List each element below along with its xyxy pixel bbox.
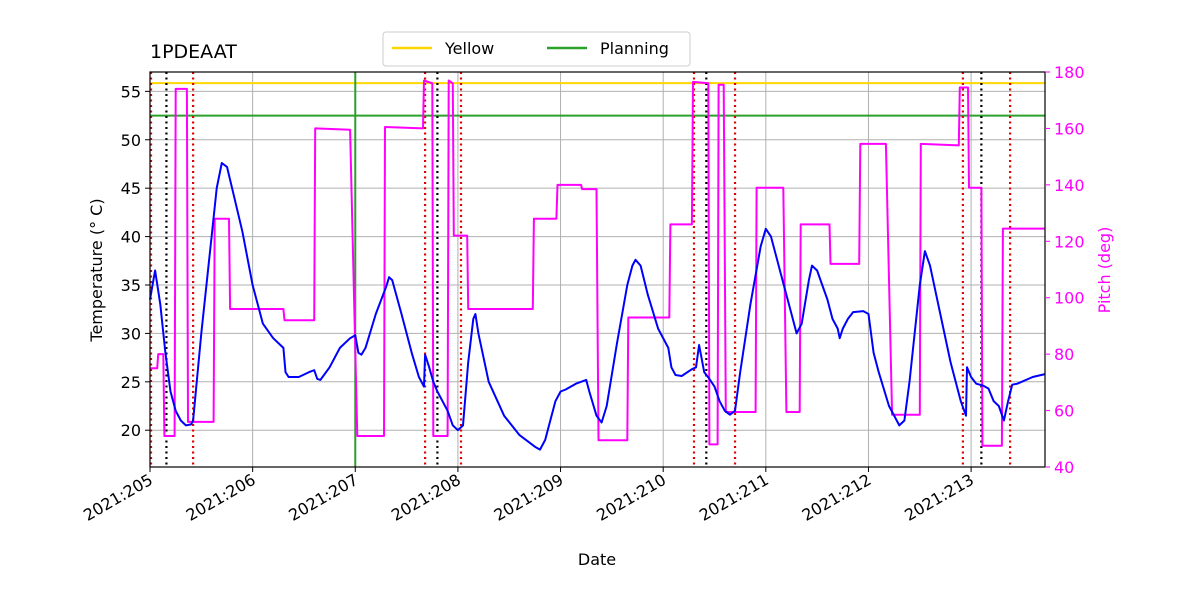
data-series	[149, 79, 1046, 451]
y2-tick-label: 100	[1054, 289, 1085, 308]
y2-tick-label: 80	[1054, 345, 1074, 364]
legend: Yellow Planning	[382, 31, 691, 67]
y-tick-label: 35	[121, 276, 141, 295]
y2-tick-label: 60	[1054, 402, 1074, 421]
y-axis-label: Temperature (° C)	[87, 198, 106, 342]
y-tick-label: 45	[121, 179, 141, 198]
limit-lines	[150, 82, 1045, 117]
y-tick-label: 30	[121, 324, 141, 343]
y2-tick-label: 140	[1054, 176, 1085, 195]
event-vertical-lines	[149, 72, 1012, 467]
x-tick-label: 2021:209	[491, 470, 567, 525]
x-tick-label: 2021:212	[799, 470, 875, 525]
y2-tick-label: 120	[1054, 232, 1085, 251]
x-tick-label: 2021:207	[285, 470, 361, 525]
x-tick-label: 2021:208	[388, 470, 464, 525]
x-tick-label: 2021:210	[593, 470, 669, 525]
y-tick-label: 50	[121, 131, 141, 150]
plot-frame	[149, 71, 1046, 468]
y2-tick-label: 160	[1054, 119, 1085, 138]
legend-label-planning: Planning	[600, 39, 669, 58]
legend-label-yellow: Yellow	[444, 39, 494, 58]
temperature-series-line	[149, 162, 1046, 451]
y-tick-label: 20	[121, 421, 141, 440]
y-tick-label: 55	[121, 82, 141, 101]
chart-title: 1PDEAAT	[150, 41, 237, 63]
pitch-series-line	[150, 79, 1045, 447]
x-axis-label: Date	[578, 550, 616, 569]
legend-box	[382, 31, 691, 67]
x-tick-label: 2021:206	[183, 470, 259, 525]
x-tick-label: 2021:205	[80, 470, 156, 525]
y2-tick-label: 40	[1054, 458, 1074, 477]
x-tick-label: 2021:211	[696, 470, 772, 525]
y2-tick-label: 180	[1054, 63, 1085, 82]
y-tick-label: 25	[121, 373, 141, 392]
x-tick-label: 2021:213	[901, 470, 977, 525]
y2-axis-label: Pitch (deg)	[1095, 227, 1114, 314]
y-tick-label: 40	[121, 228, 141, 247]
